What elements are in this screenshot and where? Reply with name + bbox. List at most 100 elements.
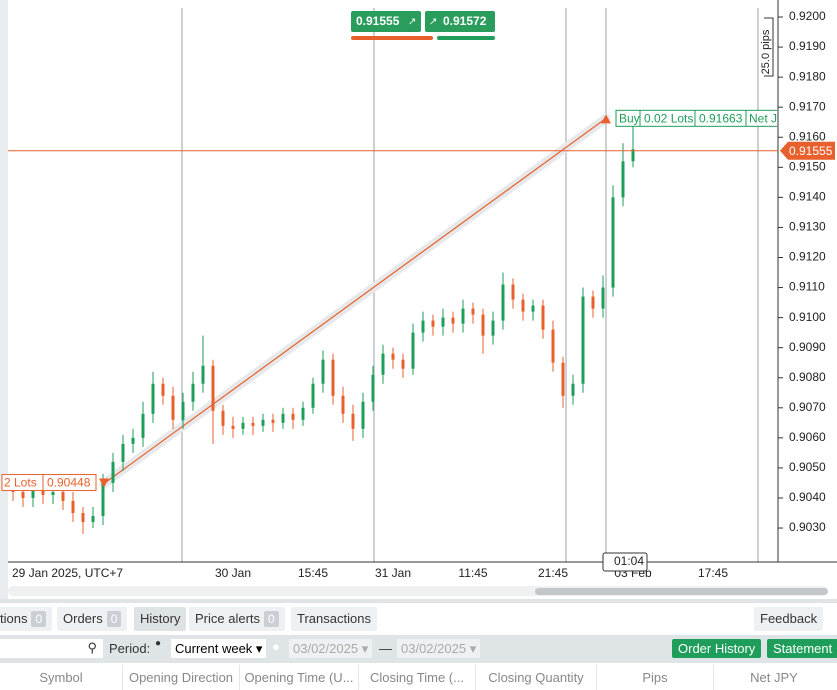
column-header[interactable]: Symbol — [0, 665, 123, 690]
column-header[interactable]: Closing Quantity — [476, 665, 597, 690]
tab[interactable]: Price alerts 0 — [189, 607, 285, 631]
candle-body — [71, 500, 75, 514]
candle-body — [181, 401, 185, 420]
y-tick-label: 0.9200 — [789, 9, 826, 23]
statement-button[interactable]: Statement — [767, 639, 837, 658]
radio[interactable]: ● — [155, 638, 162, 649]
y-tick-label: 0.9190 — [789, 39, 826, 53]
x-tick-label: 17:45 — [698, 566, 728, 580]
candle-body — [481, 314, 485, 336]
column-header[interactable]: Closing Time (... — [359, 665, 476, 690]
tab[interactable]: Transactions — [291, 607, 377, 631]
trade-open-box — [1, 474, 97, 492]
y-tick-label: 0.9110 — [789, 280, 825, 294]
trade-close-marker — [601, 114, 611, 124]
candle-body — [471, 308, 475, 315]
candle-body — [291, 413, 295, 420]
column-header[interactable]: Net JPY — [750, 670, 798, 685]
candle-body — [131, 437, 135, 444]
x-tick-label: 15:45 — [298, 566, 328, 580]
candle-body — [361, 401, 365, 429]
trade-line — [103, 117, 607, 485]
candle-body — [201, 365, 205, 384]
x-tick-label: 11:45 — [458, 566, 487, 580]
button-label: Statement — [773, 641, 833, 656]
date-sep: — — [379, 641, 392, 656]
candle-body — [301, 407, 305, 420]
candle-body — [101, 482, 105, 517]
column-header[interactable]: Opening Direction — [123, 665, 240, 690]
date-from-value: 03/02/2025 — [293, 641, 359, 656]
candle-body — [391, 353, 395, 360]
cursor-time: 01:04 — [614, 554, 644, 568]
tab[interactable]: tions 0 — [0, 607, 53, 631]
candle-body — [621, 161, 625, 198]
candle-body — [601, 287, 605, 309]
column-header[interactable]: Pips — [597, 665, 714, 690]
bid-price: 0.91555 — [356, 14, 400, 28]
trade-close-box — [615, 109, 777, 127]
trade-open-marker — [99, 478, 109, 488]
date-from[interactable]: 03/02/2025 ▾ — [289, 639, 373, 658]
tab[interactable]: Orders 0 — [57, 607, 128, 631]
day-separators — [181, 8, 759, 562]
order-history-button[interactable]: Order History — [672, 639, 762, 658]
candle-body — [521, 299, 525, 312]
tab-count: 0 — [31, 611, 47, 627]
tab-label: tions — [0, 611, 28, 626]
candle-body — [561, 362, 565, 396]
y-tick-label: 0.9060 — [789, 430, 826, 444]
date-to[interactable]: 03/02/2025 ▾ — [397, 639, 481, 658]
scrollbar-thumb[interactable] — [535, 588, 828, 595]
tab-active[interactable]: History — [134, 607, 187, 631]
splitter[interactable] — [0, 599, 837, 603]
candle-body — [141, 413, 145, 438]
feedback[interactable]: Feedback — [754, 607, 824, 631]
candle-body — [221, 410, 225, 426]
candle-body — [431, 320, 435, 327]
candle-body — [581, 296, 585, 384]
period-label: Period: — [109, 641, 151, 656]
candle-body — [551, 329, 555, 363]
candle-body — [541, 305, 545, 330]
candle-body — [441, 317, 445, 327]
y-tick-label: 0.9130 — [789, 220, 826, 234]
ask-arrow: ↗ — [429, 17, 437, 28]
candle-body — [381, 353, 385, 375]
chart-bg — [0, 0, 837, 603]
filter-bar: ⚲ Period: ● Current week ▾ ● 03/02/2025 … — [0, 635, 837, 663]
candle-body — [341, 395, 345, 414]
feedback-label: Feedback — [760, 611, 818, 626]
search-icon: ⚲ — [87, 640, 97, 655]
candle-body — [421, 320, 425, 333]
candle-body — [251, 422, 255, 426]
candle-body — [161, 383, 165, 396]
candle-body — [411, 332, 415, 369]
search-box[interactable]: ⚲ — [0, 639, 103, 658]
tab-count: 0 — [106, 611, 122, 627]
candle-body — [81, 513, 85, 523]
x-tick-label: 29 Jan 2025, UTC+7 — [12, 566, 123, 580]
column-header[interactable]: Opening Time (U... — [240, 665, 359, 690]
bid-arrow: ↗ — [408, 17, 416, 28]
date-to-value: 03/02/2025 — [401, 641, 467, 656]
period-select[interactable]: Current week ▾ — [171, 639, 267, 658]
candle-body — [631, 149, 635, 162]
candle-body — [41, 488, 45, 495]
y-tick-label: 0.9140 — [789, 190, 826, 204]
candle-body — [311, 383, 315, 408]
x-tick-label: 21:45 — [538, 566, 568, 580]
button-label: Order History — [678, 641, 756, 656]
y-tick-label: 0.9100 — [789, 310, 826, 324]
candle-body — [531, 305, 535, 312]
radio[interactable]: ● — [272, 639, 280, 654]
candle-body — [121, 443, 125, 462]
candle-body — [281, 413, 285, 423]
candle-body — [261, 419, 265, 426]
pips-bracket — [764, 17, 774, 77]
candle-body — [331, 359, 335, 396]
candle-body — [241, 422, 245, 429]
tabs-bar: tions 0 Orders 0 History Price alerts 0 Tra… — [0, 603, 837, 635]
trade-open-lots: 2 Lots — [4, 476, 37, 490]
candle-body — [51, 491, 55, 495]
